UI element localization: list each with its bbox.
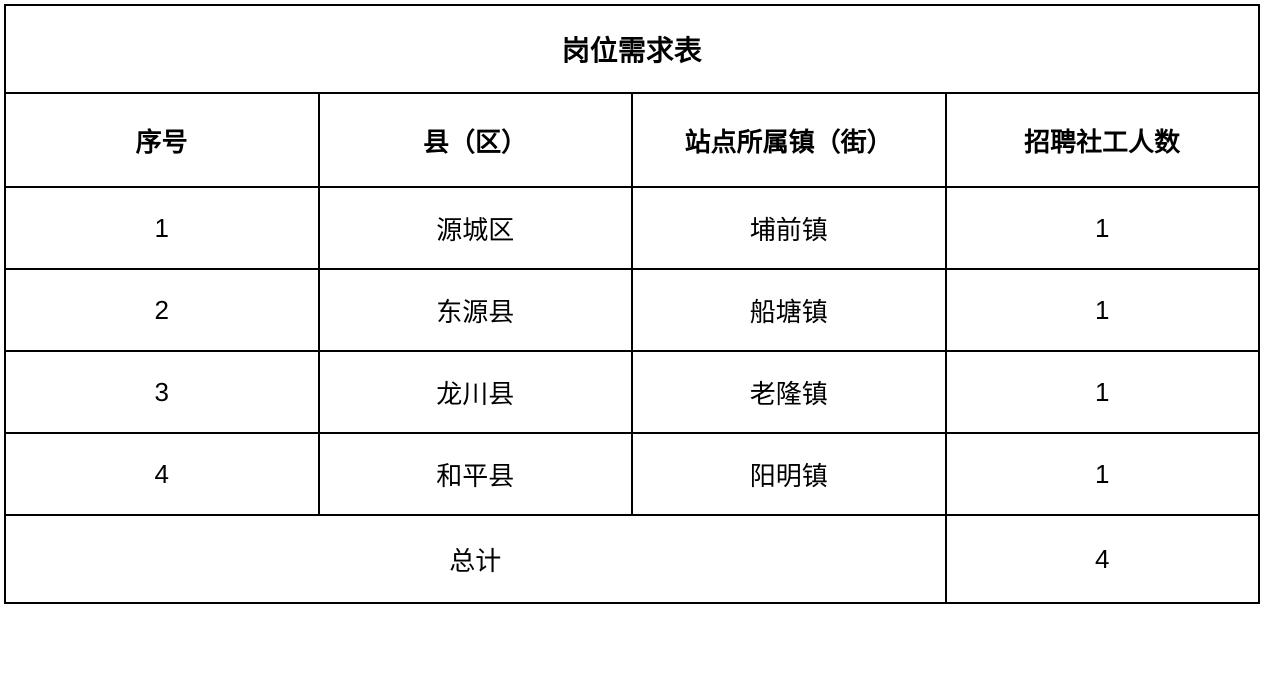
- table-row: 3 龙川县 老隆镇 1: [5, 351, 1259, 433]
- cell-num: 1: [5, 187, 319, 269]
- cell-town: 老隆镇: [632, 351, 946, 433]
- cell-num: 3: [5, 351, 319, 433]
- cell-town: 船塘镇: [632, 269, 946, 351]
- cell-town: 埔前镇: [632, 187, 946, 269]
- cell-num: 2: [5, 269, 319, 351]
- header-town: 站点所属镇（街）: [632, 93, 946, 187]
- cell-district: 源城区: [319, 187, 633, 269]
- table-row: 1 源城区 埔前镇 1: [5, 187, 1259, 269]
- cell-count: 1: [946, 351, 1260, 433]
- cell-district: 东源县: [319, 269, 633, 351]
- table-row: 4 和平县 阳明镇 1: [5, 433, 1259, 515]
- cell-count: 1: [946, 187, 1260, 269]
- total-value: 4: [946, 515, 1260, 603]
- cell-town: 阳明镇: [632, 433, 946, 515]
- total-label: 总计: [5, 515, 946, 603]
- header-num: 序号: [5, 93, 319, 187]
- table-row: 2 东源县 船塘镇 1: [5, 269, 1259, 351]
- cell-count: 1: [946, 269, 1260, 351]
- position-requirement-table: 岗位需求表 序号 县（区） 站点所属镇（街） 招聘社工人数 1 源城区 埔前镇 …: [4, 4, 1260, 604]
- cell-count: 1: [946, 433, 1260, 515]
- header-count: 招聘社工人数: [946, 93, 1260, 187]
- header-district: 县（区）: [319, 93, 633, 187]
- cell-district: 和平县: [319, 433, 633, 515]
- cell-num: 4: [5, 433, 319, 515]
- table-title: 岗位需求表: [5, 5, 1259, 93]
- cell-district: 龙川县: [319, 351, 633, 433]
